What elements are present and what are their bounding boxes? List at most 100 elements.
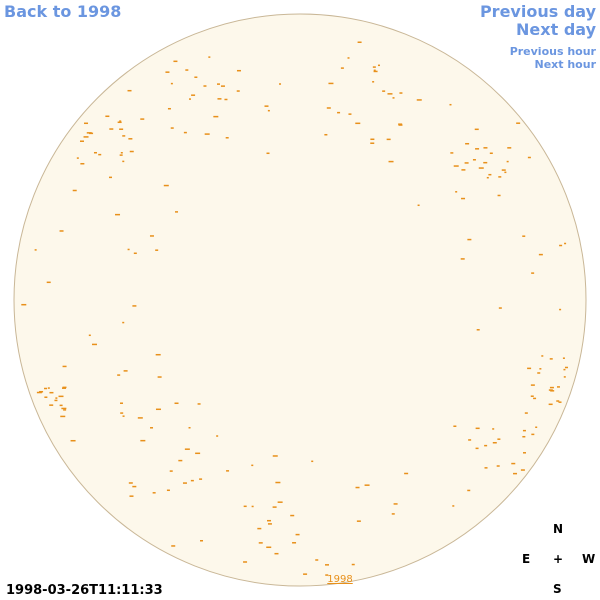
feature — [83, 136, 89, 138]
feature — [522, 429, 526, 432]
next-day-link[interactable]: Next day — [516, 20, 596, 39]
feature — [122, 135, 126, 137]
feature — [328, 82, 334, 85]
compass-west: W — [582, 552, 596, 566]
feature — [468, 439, 472, 441]
feature — [178, 459, 183, 462]
feature — [127, 89, 132, 92]
feature — [373, 69, 376, 72]
feature — [279, 83, 282, 85]
feature — [337, 111, 341, 114]
feature — [539, 368, 542, 370]
feature — [506, 160, 509, 163]
sun-disk — [13, 13, 587, 587]
feature — [184, 448, 190, 450]
feature — [120, 412, 124, 414]
feature — [220, 85, 225, 87]
next-hour-link[interactable]: Next hour — [534, 58, 597, 71]
feature — [488, 173, 492, 176]
feature — [472, 159, 476, 161]
feature — [166, 489, 170, 492]
feature — [195, 452, 201, 455]
feature — [213, 115, 219, 118]
compass-south: S — [553, 582, 562, 596]
feature — [556, 400, 560, 402]
feature — [347, 57, 350, 59]
feature — [272, 506, 277, 508]
feature — [324, 564, 329, 566]
feature — [453, 425, 457, 427]
feature — [46, 281, 51, 284]
feature — [530, 395, 534, 397]
feature — [486, 176, 489, 179]
feature — [251, 505, 254, 508]
feature — [257, 527, 262, 530]
feature — [170, 82, 173, 85]
previous-hour-link[interactable]: Previous hour — [509, 45, 596, 58]
year-label[interactable]: 1998 — [327, 574, 352, 585]
feature — [478, 167, 484, 169]
feature — [450, 152, 454, 154]
back-link[interactable]: Back to 1998 — [4, 2, 122, 21]
feature — [236, 69, 241, 72]
feature — [105, 115, 110, 118]
feature — [60, 415, 66, 418]
feature — [266, 152, 270, 155]
feature — [475, 148, 480, 150]
feature — [127, 248, 130, 251]
feature — [36, 391, 42, 394]
feature — [489, 152, 493, 155]
feature — [203, 85, 207, 87]
feature — [140, 439, 146, 442]
feature — [267, 523, 272, 525]
feature — [59, 404, 63, 407]
feature — [392, 97, 395, 99]
feature — [549, 386, 554, 389]
feature — [326, 107, 331, 109]
feature — [564, 366, 568, 369]
feature — [169, 470, 173, 472]
feature — [527, 156, 531, 159]
feature — [484, 467, 488, 469]
feature — [243, 505, 247, 508]
feature — [460, 258, 465, 260]
feature — [129, 495, 134, 497]
feature — [541, 355, 544, 357]
feature — [275, 481, 281, 484]
feature — [530, 384, 535, 386]
feature — [128, 138, 133, 140]
feature — [550, 390, 555, 392]
feature — [70, 439, 76, 442]
feature — [216, 435, 219, 437]
feature — [188, 427, 191, 429]
feature — [117, 374, 121, 376]
feature — [199, 478, 203, 480]
feature — [303, 573, 308, 575]
feature — [391, 513, 395, 515]
feature — [92, 343, 98, 346]
feature — [243, 561, 248, 563]
feature — [93, 151, 97, 154]
feature — [149, 235, 154, 237]
feature — [258, 542, 263, 544]
feature — [133, 252, 137, 255]
feature — [115, 213, 121, 216]
feature — [357, 41, 362, 44]
feature — [497, 438, 501, 440]
feature — [163, 184, 169, 187]
feature — [416, 99, 422, 101]
feature — [224, 98, 228, 101]
feature — [191, 94, 196, 96]
feature — [61, 407, 67, 410]
feature — [47, 387, 50, 389]
feature — [122, 321, 125, 324]
previous-day-link[interactable]: Previous day — [479, 2, 596, 21]
feature — [58, 395, 64, 398]
feature — [226, 470, 230, 472]
feature — [119, 120, 122, 122]
feature — [364, 484, 370, 486]
feature — [54, 399, 58, 402]
feature — [272, 455, 278, 457]
magnetic-features — [21, 41, 568, 576]
